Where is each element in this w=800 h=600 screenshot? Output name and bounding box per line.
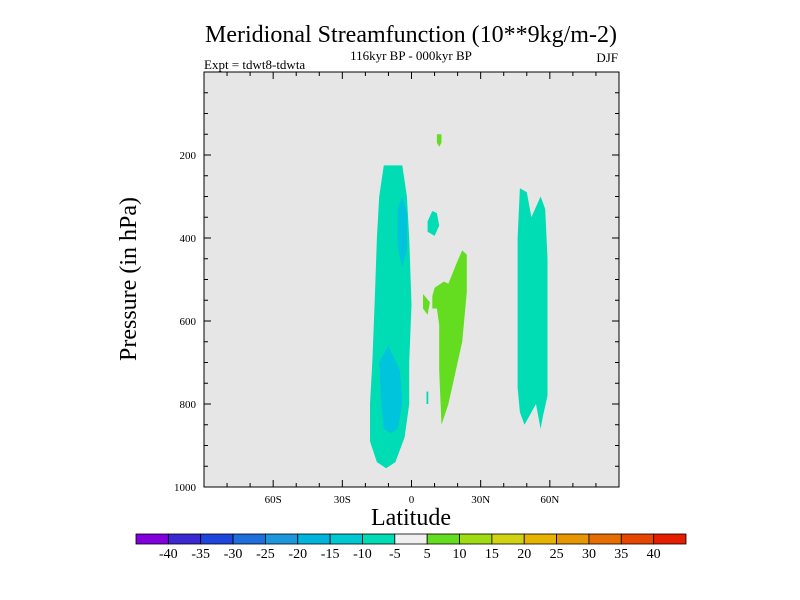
colorbar-label: -40 bbox=[159, 547, 178, 562]
colorbar: -40 -35 -30 -25 -20 -15 -10 -5 5 10 15 20 25 30 35 40 bbox=[135, 533, 687, 562]
colorbar-swatch bbox=[265, 533, 299, 545]
colorbar-swatch bbox=[297, 533, 331, 545]
colorbar-label: -35 bbox=[191, 547, 210, 562]
colorbar-swatch bbox=[588, 533, 622, 545]
colorbar-label: 40 bbox=[647, 547, 661, 562]
contour-upper-positive-blob bbox=[436, 134, 442, 147]
colorbar-label: -20 bbox=[288, 547, 307, 562]
colorbar-swatch bbox=[653, 533, 687, 545]
colorbar-swatch bbox=[620, 533, 655, 545]
y-tick-label: 200 bbox=[180, 150, 197, 162]
axis-ticks: 60S 30S 0 30N 60N 200 400 600 800 1000 bbox=[174, 71, 620, 506]
contour-nh-negative-cell bbox=[517, 188, 548, 429]
colorbar-swatch bbox=[329, 533, 363, 545]
x-axis-label: Latitude bbox=[371, 505, 451, 531]
contour-sh-core-upper bbox=[397, 196, 407, 267]
colorbar-label: 30 bbox=[582, 547, 596, 562]
contour-layer bbox=[370, 134, 548, 469]
plot-area bbox=[203, 71, 620, 488]
colorbar-label: -25 bbox=[256, 547, 275, 562]
y-tick-label: 400 bbox=[180, 233, 197, 245]
x-tick-label: 60N bbox=[540, 494, 559, 506]
colorbar-swatch bbox=[491, 533, 525, 545]
colorbar-swatch bbox=[523, 533, 557, 545]
colorbar-label: 35 bbox=[614, 547, 628, 562]
y-tick-label: 1000 bbox=[174, 482, 197, 494]
colorbar-label: 25 bbox=[550, 547, 564, 562]
colorbar-swatch bbox=[232, 533, 266, 545]
colorbar-swatch bbox=[426, 533, 460, 545]
colorbar-label: -15 bbox=[321, 547, 340, 562]
colorbar-label: 10 bbox=[453, 547, 467, 562]
x-tick-label: 30S bbox=[334, 494, 351, 506]
colorbar-swatch bbox=[556, 533, 590, 545]
contour-sh-core-left bbox=[379, 345, 403, 434]
colorbar-swatch bbox=[135, 533, 169, 545]
colorbar-swatch bbox=[167, 533, 202, 545]
contour-positive-cell bbox=[432, 250, 467, 425]
y-tick-label: 800 bbox=[180, 399, 197, 411]
chart-subtitle: 116kyr BP - 000kyr BP bbox=[350, 48, 472, 63]
contour-tiny-negative-blob bbox=[426, 391, 429, 404]
x-tick-label: 0 bbox=[409, 494, 415, 506]
season-label: DJF bbox=[596, 50, 618, 65]
colorbar-label: 15 bbox=[485, 547, 499, 562]
colorbar-label: -5 bbox=[389, 547, 401, 562]
colorbar-label: -10 bbox=[353, 547, 372, 562]
x-tick-label: 30N bbox=[471, 494, 490, 506]
colorbar-swatch bbox=[200, 533, 234, 545]
contour-upper-negative-blob bbox=[427, 211, 440, 236]
colorbar-label: 20 bbox=[517, 547, 531, 562]
y-tick-label: 600 bbox=[180, 316, 197, 328]
contour-small-positive-blob bbox=[423, 294, 430, 315]
colorbar-swatch bbox=[459, 533, 493, 545]
y-axis-label: Pressure (in hPa) bbox=[116, 197, 142, 361]
colorbar-swatch bbox=[394, 533, 428, 545]
chart-title: Meridional Streamfunction (10**9kg/m-2) bbox=[205, 22, 617, 48]
experiment-label: Expt = tdwt8-tdwta bbox=[204, 57, 305, 72]
colorbar-label: 5 bbox=[424, 547, 431, 562]
colorbar-swatch bbox=[362, 533, 396, 545]
colorbar-label: -30 bbox=[224, 547, 243, 562]
x-tick-label: 60S bbox=[265, 494, 282, 506]
